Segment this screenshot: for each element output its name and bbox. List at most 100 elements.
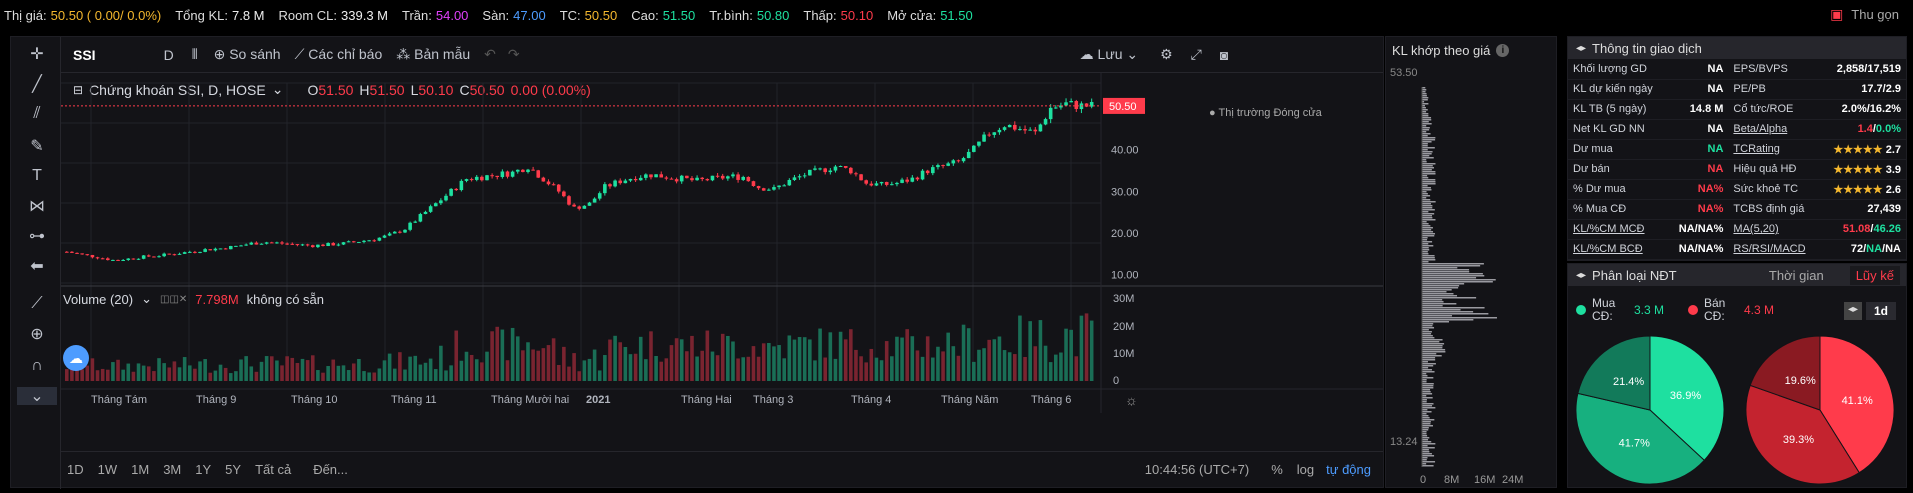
chart-title[interactable]: Chứng khoán SSI, D, HOSE — [89, 81, 266, 98]
volume-bar — [1069, 329, 1073, 381]
volume-bar — [813, 360, 817, 381]
volume-bar — [556, 364, 561, 381]
prediction-icon[interactable]: ⊶ — [29, 228, 45, 245]
chevron-down-icon[interactable]: ⌄ — [271, 81, 284, 97]
profile-bar — [1422, 333, 1432, 335]
candle — [1059, 105, 1063, 108]
range-button[interactable]: 3M — [163, 462, 182, 477]
candle — [854, 173, 858, 175]
profile-bar — [1422, 175, 1428, 177]
range-button[interactable]: 1D — [67, 462, 84, 477]
expand-icon[interactable]: ◂▸ — [1576, 42, 1587, 54]
candle — [792, 177, 797, 180]
candle — [915, 177, 920, 180]
quote-value: 51.50 — [940, 7, 973, 23]
profile-bar — [1422, 311, 1474, 313]
pie-slice — [1749, 335, 1821, 411]
axis-settings-icon[interactable]: ☼ — [1125, 392, 1138, 408]
percent-toggle[interactable]: % — [1271, 462, 1283, 477]
volume-bar — [859, 356, 863, 381]
text-icon[interactable]: T — [32, 167, 42, 184]
back-arrow-icon[interactable]: ⬅ — [30, 258, 44, 275]
candle — [833, 166, 838, 171]
collapse-button[interactable]: ▣ Thu gọn — [1830, 6, 1899, 23]
profile-bar — [1422, 435, 1428, 437]
fullscreen-icon[interactable]: ⤢ — [1190, 46, 1202, 62]
buy-summary: Mua CĐ: 3.3 M — [1576, 297, 1664, 323]
indicators-button[interactable]: ⟋ Các chỉ báo — [294, 46, 383, 62]
undo-icon[interactable]: ↶ — [484, 46, 496, 62]
cloud-logo-icon[interactable]: ☁ — [63, 345, 89, 371]
settings-gear-icon[interactable]: ⚙ — [1160, 46, 1173, 62]
chevron-down-icon[interactable]: ⌄ — [141, 291, 152, 306]
magnet-icon[interactable]: ∩ — [31, 357, 43, 374]
save-button[interactable]: ☁ Lưu ⌄ — [1079, 46, 1139, 62]
redo-icon[interactable]: ↷ — [507, 46, 520, 62]
goto-button[interactable]: Đến... — [313, 462, 348, 477]
profile-bar — [1422, 159, 1427, 161]
volume-title[interactable]: Volume (20) — [63, 291, 134, 307]
volume-bar — [1054, 354, 1058, 381]
period-button[interactable]: 1d — [1865, 302, 1896, 320]
info-label: % Mua CĐ — [1568, 199, 1668, 220]
compare-button[interactable]: ⊕ So sánh — [213, 46, 281, 62]
range-button[interactable]: 1W — [97, 462, 118, 477]
auto-toggle[interactable]: tự động — [1326, 462, 1371, 477]
volume-settings-icon[interactable]: ◫◫✕ — [160, 293, 188, 305]
zoom-icon[interactable]: ⊕ — [30, 326, 44, 343]
candle — [85, 254, 90, 256]
pie-label: 39.3% — [1783, 434, 1814, 446]
camera-icon[interactable]: ◙ — [1219, 46, 1229, 63]
candle-type-icon[interactable]: ⫴ — [191, 46, 198, 62]
profile-bar — [1422, 207, 1433, 209]
profile-bar — [1422, 183, 1436, 185]
info-value: 1.4/0.0% — [1819, 119, 1906, 140]
volume-bar — [1059, 352, 1063, 381]
tab-cumulative[interactable]: Lũy kế — [1849, 265, 1900, 285]
kl-bottom-price: 13.24 — [1390, 436, 1418, 448]
sell-summary: Bán CĐ: 4.3 M — [1688, 297, 1774, 323]
volume-bar — [961, 324, 966, 381]
candle — [146, 255, 151, 257]
range-button[interactable]: Tất cả — [255, 462, 292, 477]
fib-icon[interactable]: ⫽ — [33, 105, 41, 122]
switch-icon[interactable]: ◂▸ — [1843, 302, 1862, 320]
log-toggle[interactable]: log — [1296, 462, 1315, 477]
pattern-icon[interactable]: ⋈ — [29, 198, 45, 215]
info-row: Dư bán NA Hiệu quả HĐ ★★★★★ 3.9 — [1568, 159, 1906, 180]
chevron-down-icon[interactable]: ⌄ — [17, 387, 57, 405]
templates-button[interactable]: ⁂ Bản mẫu — [396, 46, 471, 62]
brush-icon[interactable]: ✎ — [30, 138, 44, 155]
volume-bar — [715, 355, 720, 381]
symbol-button[interactable]: SSI — [73, 46, 96, 63]
profile-bar — [1422, 273, 1483, 275]
expand-icon[interactable]: ◂▸ — [1576, 269, 1587, 281]
profile-bar — [1422, 349, 1446, 351]
price-chart[interactable]: 50.0040.0030.0020.0010.0050.5030M20M10M0… — [61, 73, 1383, 453]
volume-bar — [874, 357, 879, 381]
volume-bar — [105, 369, 110, 381]
volume-bar — [551, 338, 556, 381]
volume-bar — [741, 357, 746, 381]
profile-bar — [1422, 419, 1435, 421]
profile-bar — [1422, 455, 1435, 457]
range-button[interactable]: 1M — [131, 462, 150, 477]
volume-bar — [603, 355, 607, 381]
range-button[interactable]: 1Y — [195, 462, 212, 477]
info-icon[interactable]: i — [1496, 44, 1510, 57]
candle — [495, 175, 500, 178]
candle — [105, 258, 110, 261]
quote-label: Mở cửa: — [887, 7, 937, 23]
info-label: Dư bán — [1568, 159, 1668, 180]
volume-bar — [285, 356, 289, 381]
trendline-icon[interactable]: ╱ — [32, 76, 42, 93]
range-button[interactable]: 5Y — [225, 462, 242, 477]
ruler-icon[interactable]: ⟋ — [31, 295, 43, 312]
candle — [685, 175, 689, 179]
candle — [628, 178, 633, 181]
info-row: Net KL GD NN NA Beta/Alpha 1.4/0.0% — [1568, 119, 1906, 140]
tab-time[interactable]: Thời gian — [1768, 267, 1824, 283]
interval-button[interactable]: D — [163, 46, 174, 63]
collapse-legend-icon[interactable]: ⊟ — [73, 82, 84, 97]
crosshair-icon[interactable]: ✛ — [30, 46, 44, 63]
